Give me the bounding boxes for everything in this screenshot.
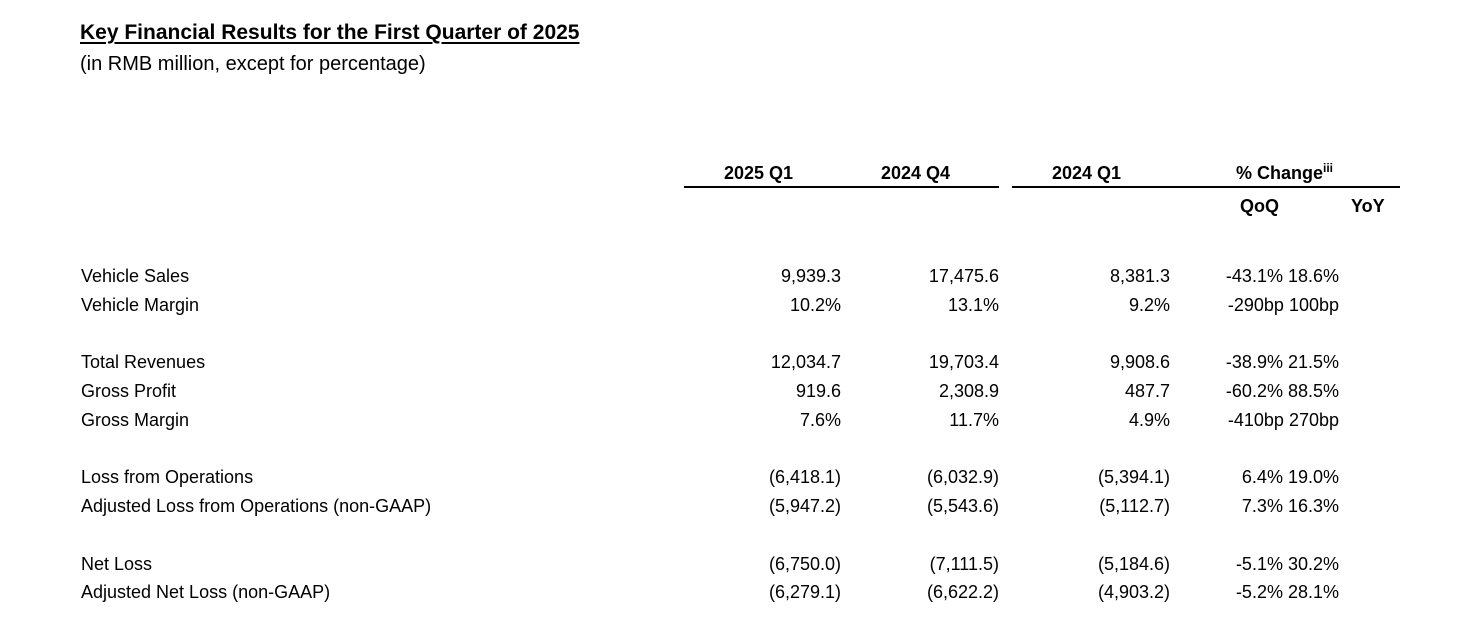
value-2024-q1: 9.2% [1128, 295, 1170, 315]
value-change: -38.9% 21.5% [1225, 352, 1339, 372]
row-label: Loss from Operations [81, 467, 254, 487]
value-2025-q1: 12,034.7 [770, 352, 841, 372]
value-2024-q1: 9,908.6 [1109, 352, 1170, 372]
value-2024-q1: 8,381.3 [1109, 266, 1170, 286]
row-label: Gross Profit [81, 381, 177, 401]
value-2024-q4: 2,308.9 [938, 381, 999, 401]
header-rule-prior [1012, 186, 1400, 188]
table-row: Gross Profit 919.6 2,308.9 487.7 -60.2% … [0, 379, 1476, 405]
table-row: Gross Margin 7.6% 11.7% 4.9% -410bp 270b… [0, 408, 1476, 434]
document-title: Key Financial Results for the First Quar… [80, 21, 580, 44]
footnote-marker: iii [1323, 161, 1334, 175]
value-2025-q1: 7.6% [799, 410, 841, 430]
value-2024-q1: 487.7 [1124, 381, 1170, 401]
value-change: -290bp 100bp [1227, 295, 1339, 315]
value-2024-q4: 11.7% [949, 410, 999, 430]
value-change: -43.1% 18.6% [1225, 266, 1339, 286]
col-header-2024-q4: 2024 Q4 [881, 163, 951, 183]
value-2024-q4: 17,475.6 [928, 266, 999, 286]
units-note: (in RMB million, except for percentage) [80, 53, 426, 75]
value-2025-q1: (5,947.2) [768, 496, 841, 516]
row-label: Adjusted Loss from Operations (non-GAAP) [81, 496, 432, 516]
row-label: Adjusted Net Loss (non-GAAP) [81, 582, 331, 602]
col-header-2025-q1: 2025 Q1 [724, 163, 794, 183]
value-2025-q1: (6,418.1) [768, 467, 841, 487]
row-label: Vehicle Margin [81, 295, 200, 315]
row-label: Vehicle Sales [81, 266, 190, 286]
col-header-2024-q1: 2024 Q1 [1052, 163, 1122, 183]
table-row: Adjusted Loss from Operations (non-GAAP)… [0, 494, 1476, 520]
table-row: Vehicle Sales 9,939.3 17,475.6 8,381.3 -… [0, 264, 1476, 290]
value-change: -410bp 270bp [1227, 410, 1339, 430]
value-2024-q1: (5,184.6) [1097, 554, 1170, 574]
value-2025-q1: (6,279.1) [768, 582, 841, 602]
table-row: Adjusted Net Loss (non-GAAP) (6,279.1) (… [0, 580, 1476, 606]
change-label: % Change [1236, 163, 1324, 183]
value-2025-q1: 10.2% [789, 295, 841, 315]
value-2025-q1: 919.6 [795, 381, 841, 401]
value-2024-q1: (5,112.7) [1099, 496, 1170, 516]
table-row: Total Revenues 12,034.7 19,703.4 9,908.6… [0, 350, 1476, 376]
col-header-change: % Changeiii [1236, 161, 1334, 184]
table-row: Net Loss (6,750.0) (7,111.5) (5,184.6) -… [0, 552, 1476, 578]
value-change: -5.2% 28.1% [1235, 582, 1339, 602]
col-header-yoy: YoY [1351, 196, 1385, 216]
row-label: Total Revenues [81, 352, 206, 372]
value-change: -60.2% 88.5% [1225, 381, 1339, 401]
value-2025-q1: (6,750.0) [768, 554, 841, 574]
value-2024-q1: 4.9% [1128, 410, 1170, 430]
table-row: Vehicle Margin 10.2% 13.1% 9.2% -290bp 1… [0, 293, 1476, 319]
value-2024-q4: (6,032.9) [926, 467, 999, 487]
value-2025-q1: 9,939.3 [780, 266, 841, 286]
value-2024-q4: (7,111.5) [929, 554, 999, 574]
row-label: Gross Margin [81, 410, 190, 430]
value-2024-q1: (5,394.1) [1097, 467, 1170, 487]
value-2024-q4: (6,622.2) [926, 582, 999, 602]
value-2024-q4: (5,543.6) [926, 496, 999, 516]
value-2024-q1: (4,903.2) [1097, 582, 1170, 602]
row-label: Net Loss [81, 554, 153, 574]
col-header-qoq: QoQ [1240, 196, 1279, 216]
value-2024-q4: 13.1% [947, 295, 999, 315]
value-change: 6.4% 19.0% [1241, 467, 1339, 487]
value-change: -5.1% 30.2% [1235, 554, 1339, 574]
header-rule-current [684, 186, 999, 188]
table-row: Loss from Operations (6,418.1) (6,032.9)… [0, 465, 1476, 491]
value-2024-q4: 19,703.4 [928, 352, 999, 372]
value-change: 7.3% 16.3% [1241, 496, 1339, 516]
